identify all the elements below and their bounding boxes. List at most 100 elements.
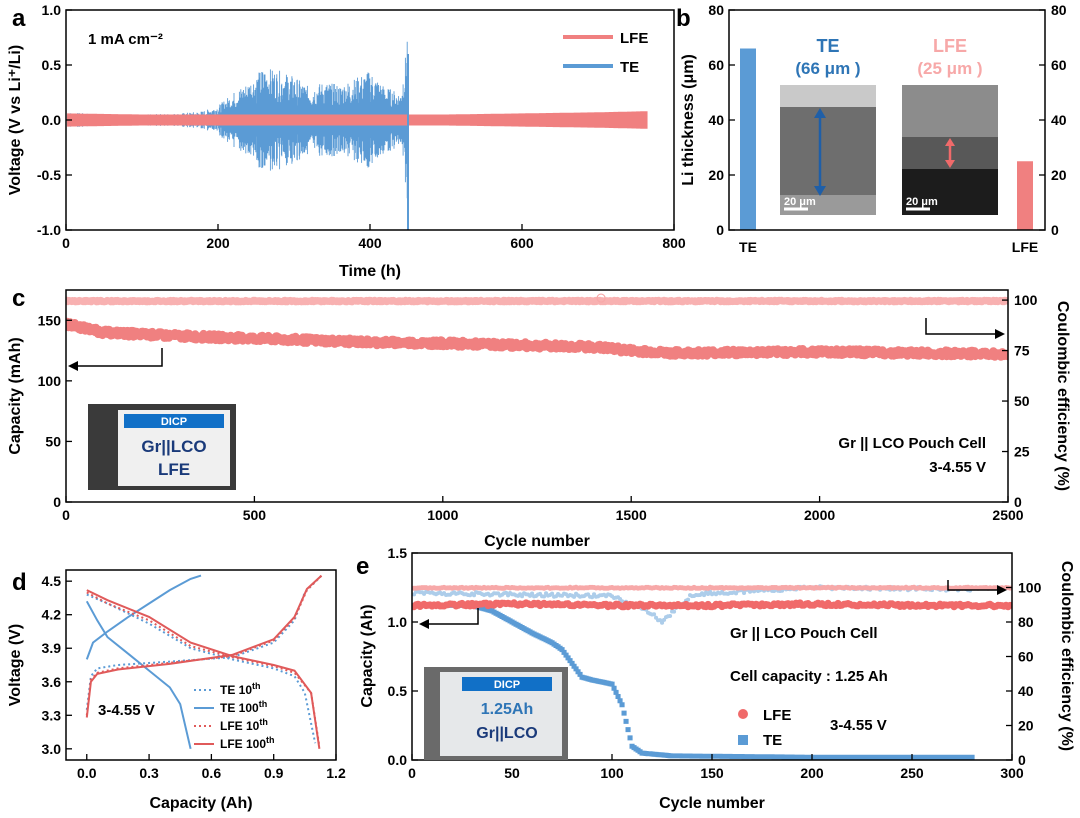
legend-label-sup-3: th — [266, 735, 275, 745]
panel-b-bar-plot: TE LFE 0 20 40 60 80 0 20 40 60 80 — [708, 2, 1066, 255]
panel-e-y-axis-label: Capacity (Ah) — [359, 604, 376, 707]
bar-te — [740, 48, 756, 230]
curve-te-100th-charge — [85, 574, 202, 660]
panel-e-frame — [411, 552, 1013, 761]
te-sem-li-layer — [780, 107, 876, 195]
te-arrow-head-top — [814, 108, 826, 118]
panel-a-voltage-plot: 0 200 400 600 800 -1.0 -0.5 0.0 0.5 1.0 — [37, 2, 686, 251]
te-sem-top-layer — [780, 85, 876, 107]
c-ytick-label-right-1: 25 — [1014, 444, 1030, 460]
b-ytick-label-right-2: 40 — [1051, 112, 1067, 128]
a-ytick-label-left-3: 0.5 — [42, 57, 62, 73]
a-xtick-label-4: 800 — [662, 235, 686, 251]
lfe-arrow-head-bottom — [945, 160, 955, 168]
e-ce-axis-arrow — [947, 580, 1004, 591]
panel-d-voltage-annotation: 3-4.55 V — [98, 702, 155, 719]
legend-label-3: LFE 100th — [220, 735, 275, 751]
panel-d-plot-area — [85, 574, 323, 750]
d-ytick-label-left-5: 4.5 — [42, 573, 62, 589]
e-ytick-label-left-1: 0.5 — [388, 683, 408, 699]
lfe-arrow-head-top — [945, 138, 955, 146]
b-ytick-label-right-3: 60 — [1051, 57, 1067, 73]
b-ytick-label-right-4: 80 — [1051, 2, 1067, 18]
panel-c-y-axis-label: Capacity (mAh) — [7, 337, 24, 454]
panel-e-x-axis-label: Cycle number — [659, 795, 765, 812]
e-ytick-label-right-1: 20 — [1018, 718, 1034, 734]
panel-e-capacity-annotation: Cell capacity : 1.25 Ah — [730, 668, 888, 685]
ce-arrow-head — [995, 329, 1005, 339]
curve-te-100th-discharge — [85, 600, 192, 750]
legend-label-sup-1: th — [259, 699, 268, 709]
capacity-series-lfe — [412, 599, 1012, 611]
legend-label-0: TE 10th — [220, 681, 261, 697]
panel-c-x-axis-label: Cycle number — [484, 533, 590, 550]
ce-axis-arrow — [925, 318, 1002, 335]
panel-c-plot-area — [66, 293, 1008, 361]
te-scale-label: 20 μm — [784, 196, 816, 208]
lfe-scale-label: 20 μm — [906, 196, 938, 208]
e-capacity-arrow-head — [419, 619, 429, 629]
e-ytick-label-left-0: 0.0 — [388, 752, 408, 768]
a-xtick-label-0: 0 — [62, 235, 70, 251]
legend-label-sup-0: th — [252, 681, 261, 691]
c-xtick-label-4: 2000 — [804, 507, 835, 523]
c-xtick-label-0: 0 — [62, 507, 70, 523]
d-xtick-label-0: 0.0 — [77, 765, 97, 781]
panel-e-cycling-plot: 0 50 100 150 200 250 300 0.0 0.5 1.0 1.5 0 20 40 60 80 1… — [388, 545, 1042, 781]
capacity-axis-arrow — [70, 348, 163, 367]
panel-d-frame — [65, 569, 337, 761]
d-xtick-label-3: 0.9 — [264, 765, 284, 781]
e-ytick-label-right-5: 100 — [1018, 580, 1042, 596]
panel-label-b: b — [676, 5, 691, 32]
c-ytick-label-right-4: 100 — [1014, 292, 1038, 308]
d-ytick-label-left-1: 3.3 — [42, 707, 62, 723]
a-xtick-label-3: 600 — [510, 235, 534, 251]
curve-te-10th-discharge — [86, 593, 317, 744]
d-xtick-label-1: 0.3 — [139, 765, 159, 781]
panel-a-current-annotation: 1 mA cm⁻² — [88, 31, 163, 48]
a-xtick-label-2: 400 — [358, 235, 382, 251]
e-xtick-label-4: 200 — [800, 765, 824, 781]
b-ytick-label-right-0: 0 — [1051, 222, 1059, 238]
te-inset-thickness: (66 μm ) — [795, 59, 860, 78]
a-ytick-label-left-4: 1.0 — [42, 2, 62, 18]
panel-a-y-axis-label: Voltage (V vs Li⁺/Li) — [7, 45, 24, 195]
d-ytick-label-left-0: 3.0 — [42, 741, 62, 757]
panel-e-voltage-annotation: 3-4.55 V — [830, 717, 887, 734]
legend-label-te-e: TE — [763, 732, 782, 749]
a-xtick-label-1: 200 — [206, 235, 230, 251]
panel-label-e: e — [356, 553, 369, 580]
panel-b-lfe-sem-inset: LFE (25 μm ) 20 μm — [902, 36, 998, 215]
a-ytick-label-left-2: 0.0 — [42, 112, 62, 128]
panel-b-frame — [728, 9, 1046, 231]
panel-c-y2-axis-label: Coulombic efficiency (%) — [1054, 301, 1071, 491]
b-ytick-label-left-1: 20 — [708, 167, 724, 183]
curve-lfe-10th-charge — [85, 574, 323, 716]
d-ytick-label-left-3: 3.9 — [42, 640, 62, 656]
legend-label-te: TE — [620, 59, 639, 76]
d-ytick-label-left-4: 4.2 — [42, 607, 62, 623]
e-xtick-label-3: 150 — [700, 765, 724, 781]
c-ytick-label-right-3: 75 — [1014, 343, 1030, 359]
panel-d-voltage-profile: 0.0 0.3 0.6 0.9 1.2 3.0 3.3 3.6 3.9 4.2 4.5 — [42, 573, 346, 781]
legend-label-lfe-e: LFE — [763, 707, 791, 724]
e-ce-arrow-head — [997, 585, 1007, 595]
panel-e-y2-axis-label: Coulombic efficiency (%) — [1058, 561, 1075, 751]
panel-a-frame — [65, 9, 675, 231]
te-inset-title: TE — [816, 36, 839, 56]
c-ytick-label-left-2: 100 — [38, 373, 62, 389]
d-xtick-label-4: 1.2 — [326, 765, 346, 781]
pouch-header-bar-c — [124, 414, 224, 428]
c-ytick-label-left-3: 150 — [38, 312, 62, 328]
c-ytick-label-left-0: 0 — [53, 494, 61, 510]
b-ytick-label-left-3: 60 — [708, 57, 724, 73]
c-xtick-label-5: 2500 — [992, 507, 1023, 523]
panel-c-pouch-inset: DICP Gr||LCO LFE — [88, 404, 236, 490]
panel-b-y-axis-label: Li thickness (μm) — [680, 54, 697, 186]
c-xtick-label-1: 500 — [243, 507, 267, 523]
panel-label-c: c — [12, 285, 25, 312]
panel-e-pouch-inset: DICP 1.25Ah Gr||LCO — [424, 667, 568, 760]
panel-e-plot-area — [412, 584, 1012, 760]
bar-lfe — [1017, 161, 1033, 230]
